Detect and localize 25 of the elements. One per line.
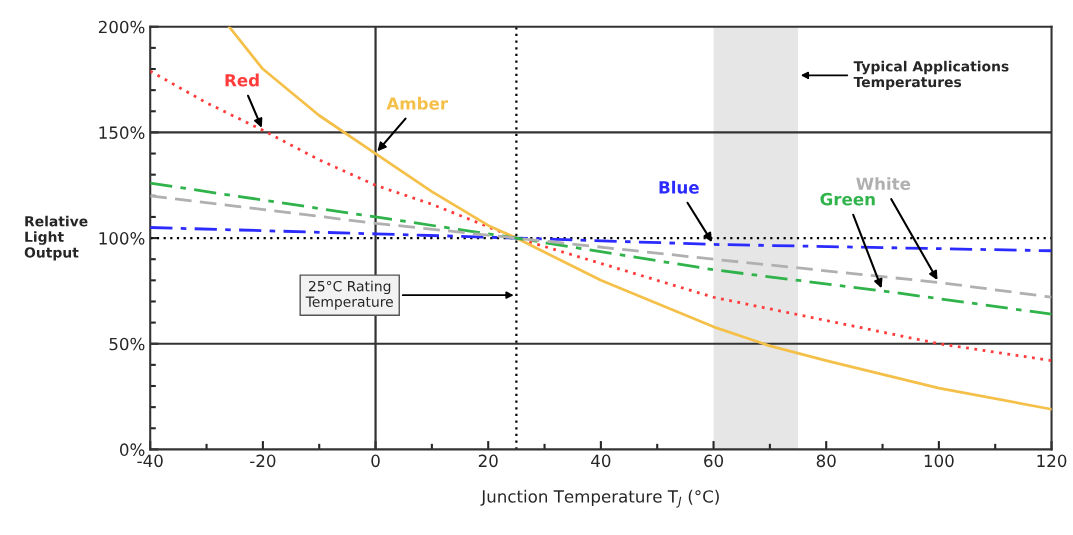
x-tick-label: 120 <box>1037 454 1067 468</box>
y-tick-label: 200% <box>98 20 145 34</box>
band-label: Typical Applications Temperatures <box>853 60 1009 90</box>
y-axis-title: Relative Light Output <box>24 215 88 261</box>
x-axis-title: Junction Temperature T$_{J}$ (°C) <box>480 489 719 508</box>
y-tick-label: 150% <box>99 126 145 139</box>
text: Green <box>820 192 875 206</box>
y-tick-label: 50% <box>109 337 145 351</box>
x-tick-label: -40 <box>137 454 163 468</box>
text: White <box>856 177 911 191</box>
x-tick-label: 0 <box>371 454 380 468</box>
x-tick-label: 100 <box>924 454 954 468</box>
y-tick-label: 100% <box>99 232 145 245</box>
ref-line-label: 25°C Rating Temperature <box>305 280 393 310</box>
x-tick-label: 20 <box>478 454 498 468</box>
text: Blue <box>659 180 699 194</box>
line-series <box>150 226 1052 253</box>
y-tick-label: 0% <box>120 443 145 456</box>
series-label: Red <box>225 73 259 87</box>
x-tick-label: 40 <box>591 454 611 468</box>
x-tick-label: 60 <box>704 454 724 468</box>
line-series <box>227 26 1052 411</box>
x-tick-label: -20 <box>250 454 276 468</box>
text: Amber <box>386 96 449 110</box>
x-tick-label: 80 <box>816 454 836 468</box>
